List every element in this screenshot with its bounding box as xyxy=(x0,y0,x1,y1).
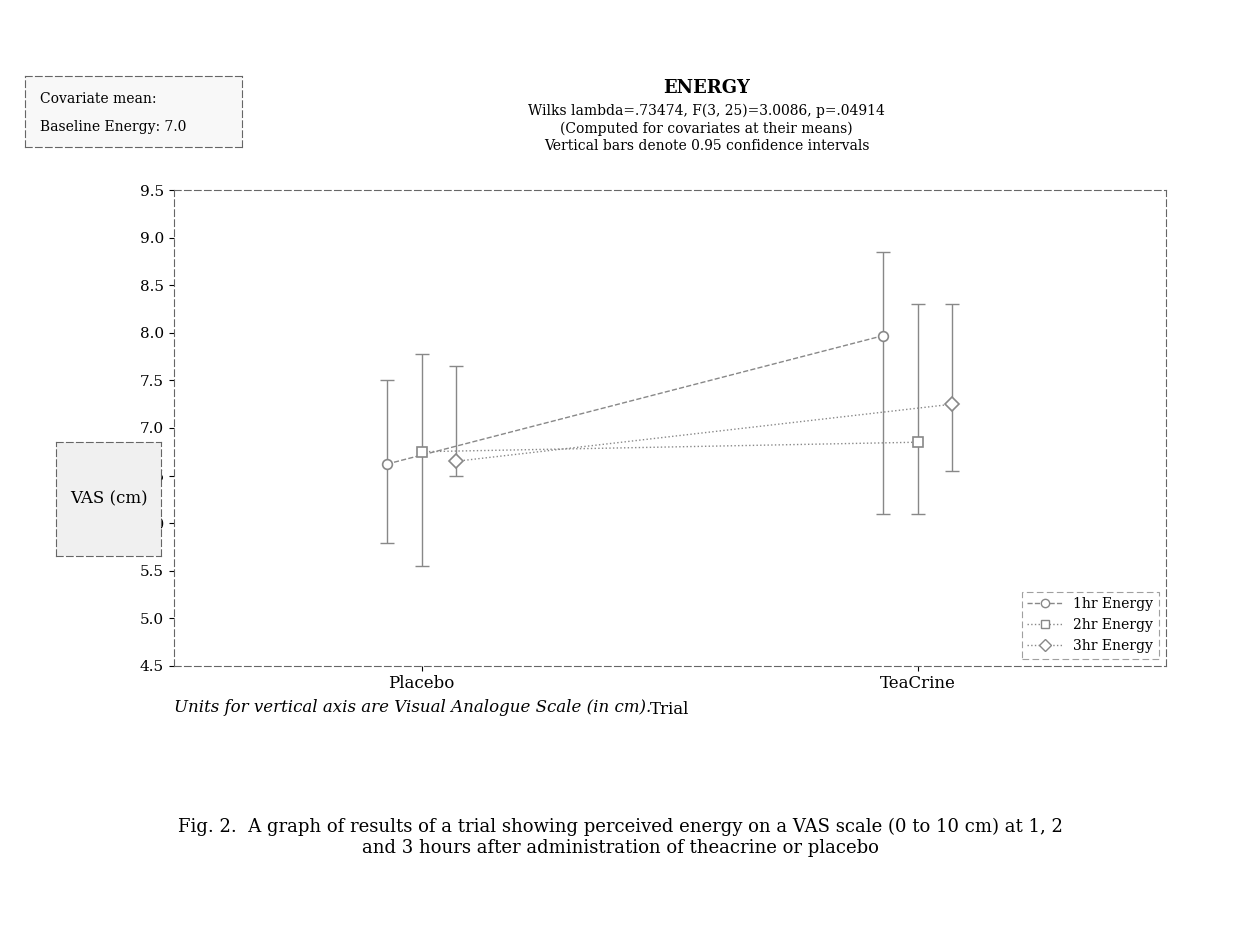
Legend: 1hr Energy, 2hr Energy, 3hr Energy: 1hr Energy, 2hr Energy, 3hr Energy xyxy=(1022,592,1158,659)
Text: ENERGY: ENERGY xyxy=(663,80,750,97)
Text: Vertical bars denote 0.95 confidence intervals: Vertical bars denote 0.95 confidence int… xyxy=(544,140,869,153)
Text: Fig. 2.  A graph of results of a trial showing perceived energy on a VAS scale (: Fig. 2. A graph of results of a trial sh… xyxy=(177,818,1063,857)
Text: Covariate mean:: Covariate mean: xyxy=(40,92,156,106)
X-axis label: Trial: Trial xyxy=(650,701,689,718)
Text: (Computed for covariates at their means): (Computed for covariates at their means) xyxy=(560,121,853,136)
Text: Wilks lambda=.73474, F(3, 25)=3.0086, p=.04914: Wilks lambda=.73474, F(3, 25)=3.0086, p=… xyxy=(528,103,885,118)
Text: Units for vertical axis are Visual Analogue Scale (in cm).: Units for vertical axis are Visual Analo… xyxy=(174,699,651,716)
Text: Baseline Energy: 7.0: Baseline Energy: 7.0 xyxy=(40,121,186,134)
Text: VAS (cm): VAS (cm) xyxy=(69,491,148,508)
